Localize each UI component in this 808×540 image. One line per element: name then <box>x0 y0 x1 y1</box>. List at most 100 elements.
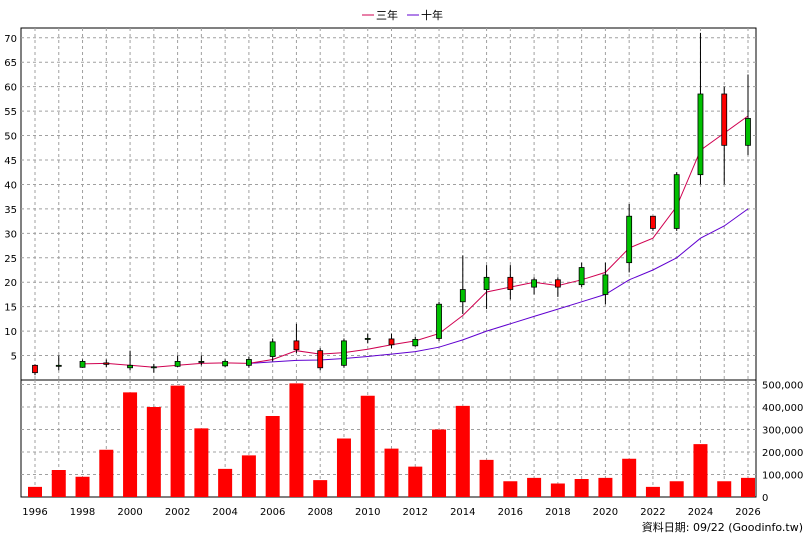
volume-tick-label: 400,000 <box>762 403 803 414</box>
legend: 三年 十年 <box>362 8 443 22</box>
candle-body <box>269 341 276 357</box>
x-tick-label: 2000 <box>117 507 142 518</box>
candle <box>293 323 300 354</box>
candle <box>721 86 728 185</box>
candle <box>269 338 276 362</box>
price-tick-label: 5 <box>11 352 17 363</box>
volume-bar <box>170 385 185 497</box>
volume-bar <box>622 458 637 497</box>
volume-bar <box>574 479 589 497</box>
price-tick-label: 30 <box>4 229 17 240</box>
candle-body <box>483 276 490 290</box>
candle <box>483 265 490 310</box>
volume-bar <box>146 407 161 497</box>
price-tick-label: 40 <box>4 180 17 191</box>
candle <box>79 359 86 368</box>
candle <box>150 363 157 373</box>
volume-bar <box>265 416 280 497</box>
x-tick-label: 2024 <box>688 507 713 518</box>
candle-body <box>317 350 324 369</box>
candle-body <box>507 276 514 290</box>
volume-bar <box>99 449 114 497</box>
candle <box>341 338 347 368</box>
candle-body <box>245 359 252 366</box>
candle <box>602 262 609 305</box>
candle <box>388 333 395 349</box>
candle-body <box>554 279 561 288</box>
price-tick-label: 55 <box>4 107 17 118</box>
volume-bar <box>289 383 304 497</box>
volume-bar <box>384 448 399 497</box>
ma10-line <box>248 208 749 364</box>
volume-bar <box>123 392 138 497</box>
volume-tick-label: 300,000 <box>762 426 803 437</box>
volume-tick-label: 0 <box>762 493 768 504</box>
candle <box>650 215 656 231</box>
price-tick-label: 25 <box>4 254 17 265</box>
candle <box>55 355 62 371</box>
x-tick-label: 2004 <box>212 507 237 518</box>
volume-bar <box>408 466 423 497</box>
x-tick-label: 2018 <box>545 507 570 518</box>
x-axis: 1996 1998 2000 2002 2004 2006 2008 2010 2012 2014… <box>22 507 760 518</box>
x-tick-label: 2002 <box>165 507 190 518</box>
candle-body <box>127 364 133 369</box>
x-tick-label: 2026 <box>735 507 760 518</box>
candle <box>412 336 419 347</box>
price-tick-label: 10 <box>4 327 17 338</box>
candle <box>317 348 324 371</box>
candle-body <box>650 215 656 229</box>
candle <box>459 255 466 314</box>
candle-body <box>459 289 466 303</box>
x-tick-label: 2020 <box>593 507 618 518</box>
candle <box>745 74 751 156</box>
candle-body <box>602 274 609 295</box>
candle-body <box>55 364 62 367</box>
volume-bar <box>527 477 542 497</box>
candle-body <box>293 340 300 351</box>
price-tick-label: 65 <box>4 58 17 69</box>
candle-body <box>388 338 395 346</box>
candlesticks <box>32 32 751 376</box>
volume-bar <box>550 483 565 497</box>
volume-bar <box>336 438 351 497</box>
candle-body <box>578 267 585 286</box>
candle-body <box>436 303 442 339</box>
candle-body <box>32 364 38 374</box>
candle <box>578 262 585 288</box>
x-tick-label: 2006 <box>260 507 285 518</box>
candle-body <box>697 93 704 176</box>
volume-bar <box>51 470 66 497</box>
candle <box>673 172 680 231</box>
volume-bar <box>455 405 470 497</box>
volume-bar <box>313 480 328 497</box>
price-tick-label: 70 <box>4 34 17 45</box>
legend-label-10y: 十年 <box>421 8 443 22</box>
candle <box>554 277 561 297</box>
volume-bar <box>479 459 494 497</box>
x-tick-label: 2014 <box>450 507 475 518</box>
candle-body <box>412 339 419 347</box>
candle <box>103 359 110 368</box>
candle-body <box>364 338 371 340</box>
price-tick-label: 50 <box>4 132 17 143</box>
x-tick-label: 2008 <box>307 507 332 518</box>
source-label: 資料日期: 09/22 (Goodinfo.tw) <box>642 520 803 534</box>
candle <box>198 355 205 366</box>
x-tick-label: 1998 <box>70 507 95 518</box>
x-tick-label: 2022 <box>640 507 665 518</box>
volume-bar <box>503 481 518 497</box>
volume-bar <box>75 476 90 497</box>
price-tick-label: 45 <box>4 156 17 167</box>
price-tick-label: 20 <box>4 278 17 289</box>
candle-body <box>341 340 347 366</box>
candle-body <box>198 361 205 363</box>
candle-body <box>745 118 751 146</box>
candle-body <box>174 361 181 367</box>
candle <box>174 355 181 368</box>
candle <box>364 333 371 344</box>
candle-body <box>531 279 537 288</box>
volume-bar <box>669 481 684 497</box>
volume-bar <box>194 428 209 497</box>
candle-body <box>222 361 229 367</box>
